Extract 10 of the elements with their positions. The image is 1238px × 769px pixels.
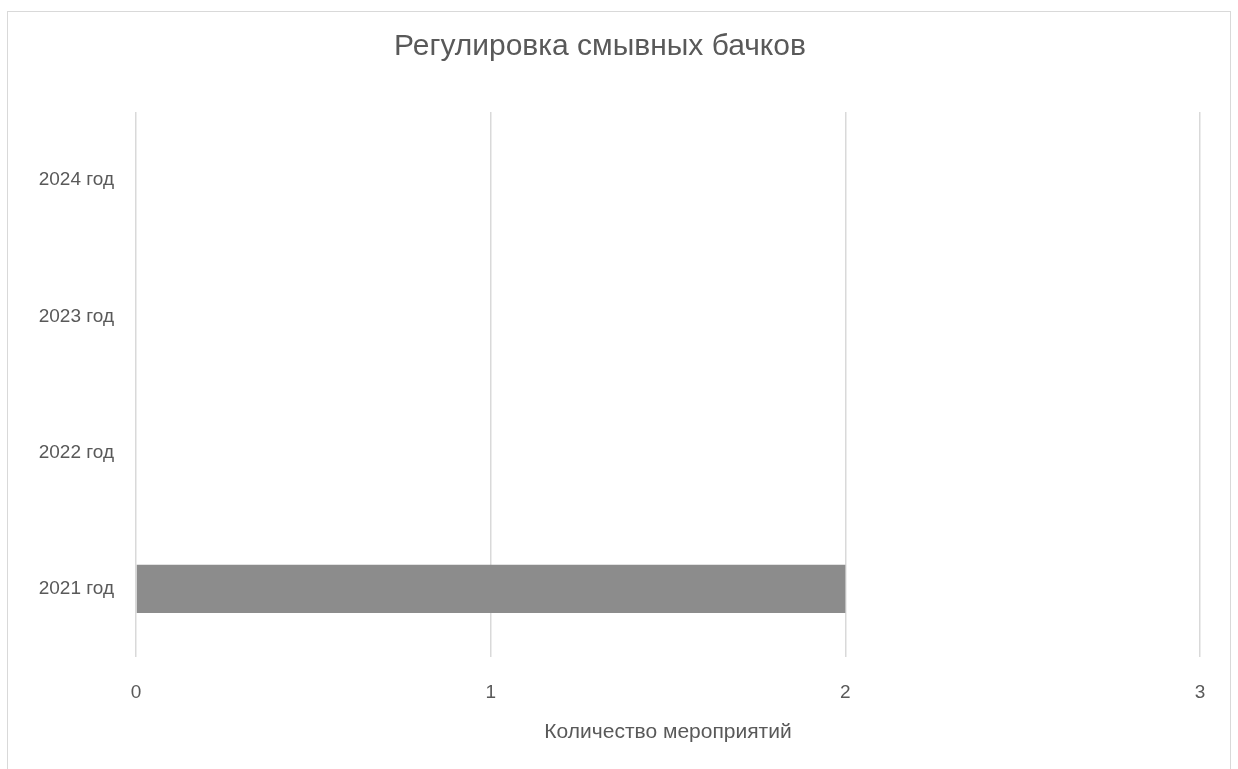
y-tick-label: 2022 год [38, 440, 114, 462]
x-axis-title: Количество мероприятий [544, 719, 792, 743]
y-tick-label: 2024 год [38, 168, 114, 190]
x-tick-label: 0 [130, 680, 142, 702]
x-tick-label: 3 [1194, 680, 1206, 702]
chart-title: Регулировка смывных бачков [394, 28, 806, 62]
y-tick-label: 2023 год [38, 304, 114, 326]
x-tick-label: 1 [485, 680, 496, 702]
x-tick-label: 2 [840, 680, 851, 702]
y-tick-label: 2021 год [38, 577, 114, 599]
